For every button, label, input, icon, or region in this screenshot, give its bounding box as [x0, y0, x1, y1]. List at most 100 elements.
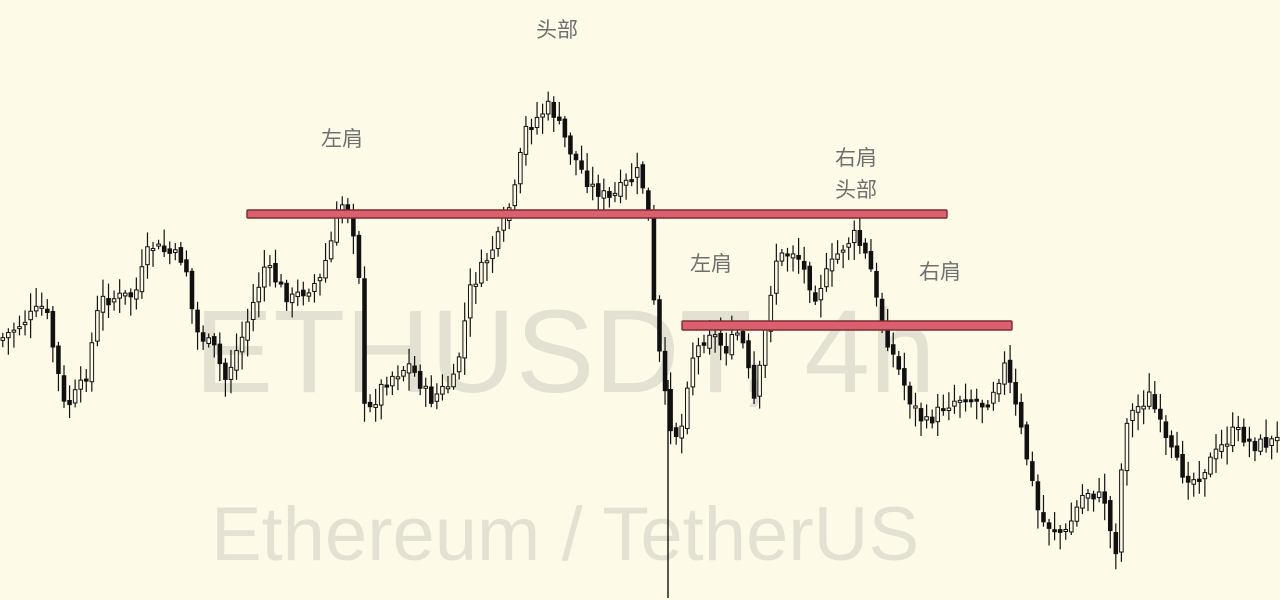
- candle-body: [863, 242, 868, 254]
- candle-body: [1113, 532, 1119, 555]
- candle-body: [67, 400, 72, 406]
- candle-body: [1191, 479, 1197, 485]
- watermark-description: Ethereum / TetherUS: [211, 492, 919, 577]
- candle-body: [568, 135, 573, 155]
- candle-body: [562, 118, 568, 138]
- candle-body: [1096, 491, 1102, 498]
- candle-body: [707, 334, 712, 349]
- candle-body: [640, 164, 646, 189]
- candle-body: [1107, 500, 1113, 532]
- candle-body: [262, 266, 267, 288]
- candle-body: [1158, 408, 1163, 420]
- candle-body: [545, 100, 551, 115]
- candle-body: [211, 336, 217, 346]
- candle-body: [1163, 421, 1169, 438]
- candle-body: [312, 282, 317, 292]
- candle-body: [829, 258, 835, 272]
- candle-body: [851, 229, 857, 244]
- candle-body: [1269, 438, 1274, 446]
- candle-body: [668, 388, 673, 432]
- candle-body: [395, 376, 401, 380]
- candle-body: [991, 391, 996, 404]
- candle-body: [651, 217, 657, 301]
- candle-body: [239, 336, 245, 353]
- candle-body: [1169, 435, 1174, 448]
- candle-body: [1174, 445, 1180, 458]
- candle-body: [924, 416, 929, 421]
- candle-body: [462, 320, 467, 359]
- candle-body: [1030, 461, 1035, 481]
- candle-body: [979, 402, 985, 408]
- candle-body: [974, 398, 979, 402]
- candle-body: [106, 298, 111, 306]
- candle-body: [100, 295, 106, 313]
- candle-body: [423, 385, 429, 389]
- candle-body: [1146, 391, 1152, 407]
- candle-body: [534, 116, 540, 128]
- candle-body: [551, 101, 557, 118]
- neckline-lower: [681, 320, 1013, 331]
- candle-body: [679, 425, 685, 439]
- candle-body: [234, 350, 239, 371]
- candle-body: [1213, 448, 1219, 460]
- candle-body: [896, 356, 902, 370]
- candle-body: [306, 292, 312, 297]
- candle-body: [17, 326, 22, 330]
- candle-body: [173, 249, 178, 254]
- candle-body: [818, 287, 824, 301]
- candle-body: [28, 310, 33, 321]
- candle-body: [985, 404, 991, 408]
- candle-body: [289, 293, 295, 304]
- candle-body: [746, 340, 751, 369]
- candle-body: [356, 234, 362, 278]
- candle-body: [39, 305, 45, 309]
- candle-body: [384, 384, 390, 388]
- candle-body: [723, 346, 729, 354]
- watermark-symbol: ETHUSDT, 4h: [195, 286, 936, 418]
- candle-body: [273, 263, 278, 283]
- candle-body: [673, 427, 679, 437]
- candle-body: [874, 271, 879, 298]
- candle-body: [801, 260, 807, 270]
- candle-body: [412, 365, 417, 373]
- candle-body: [1119, 469, 1124, 553]
- candle-body: [334, 217, 339, 243]
- candle-body: [601, 190, 607, 199]
- label-head: 头部: [536, 18, 578, 42]
- candle-body: [1124, 422, 1130, 472]
- candle-body: [1135, 406, 1141, 413]
- candle-body: [417, 370, 423, 389]
- candle-body: [584, 170, 590, 188]
- candle-body: [523, 125, 529, 155]
- candle-body: [1035, 481, 1041, 511]
- candle-body: [790, 253, 796, 259]
- candle-body: [623, 179, 629, 186]
- candle-body: [61, 375, 67, 402]
- candle-body: [902, 368, 907, 386]
- candle-body: [1074, 506, 1080, 522]
- candle-body: [890, 344, 896, 355]
- candle-body: [518, 151, 523, 185]
- candle-body: [1002, 362, 1007, 385]
- candle-body: [0, 337, 6, 341]
- candle-body: [134, 289, 139, 300]
- candle-body: [540, 113, 545, 118]
- candle-body: [456, 356, 462, 373]
- candle-body: [145, 246, 150, 266]
- candle-body: [161, 245, 167, 253]
- candle-body: [779, 252, 785, 262]
- candle-body: [690, 357, 696, 388]
- candle-body: [362, 278, 367, 404]
- candle-body: [301, 289, 306, 297]
- candle-body: [167, 248, 173, 254]
- candle-body: [868, 251, 874, 270]
- candle-body: [946, 407, 952, 412]
- candle-body: [846, 243, 851, 248]
- candle-body: [189, 270, 195, 310]
- candle-body: [968, 399, 974, 403]
- candle-body: [1219, 444, 1224, 452]
- candle-body: [1197, 478, 1202, 483]
- label-left-shoulder: 左肩: [321, 127, 363, 151]
